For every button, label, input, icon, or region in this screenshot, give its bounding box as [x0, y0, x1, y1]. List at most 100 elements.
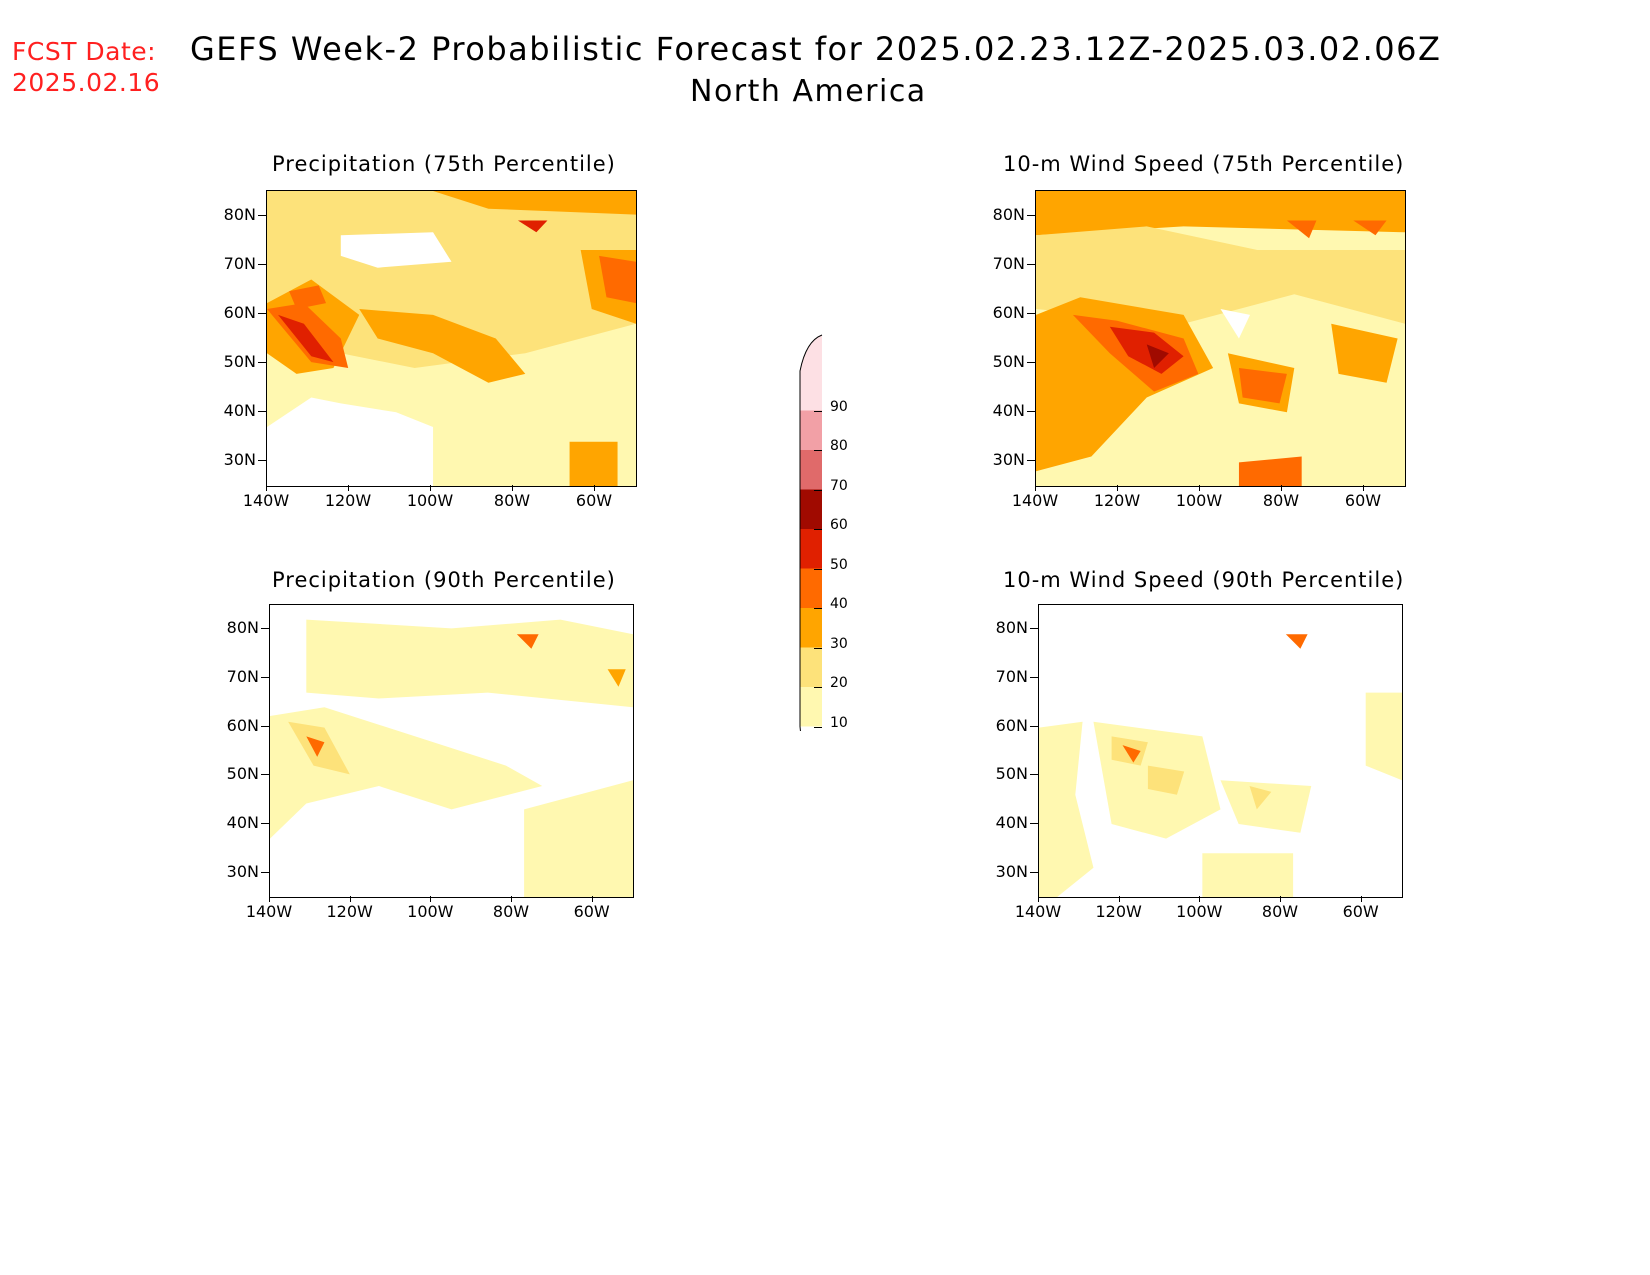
lon-label: 60W: [1342, 902, 1379, 921]
lon-label: 80W: [492, 902, 530, 921]
coastline: [1184, 640, 1242, 669]
coastline: [343, 658, 408, 681]
shaded-probability-region: [1249, 786, 1272, 810]
coastline: [1148, 707, 1206, 742]
legend-label: 80: [830, 438, 848, 454]
lat-label: 40N: [223, 401, 256, 421]
forecast-date-label: FCST Date:: [12, 37, 157, 66]
lat-label: 30N: [223, 450, 256, 470]
lat-tick: [258, 362, 266, 364]
legend-tick: [814, 529, 822, 530]
lon-tick: [594, 485, 595, 491]
coastline: [1250, 780, 1286, 809]
lat-label: 70N: [226, 667, 259, 686]
shaded-probability-region: [359, 309, 526, 383]
lat-label: 40N: [992, 401, 1025, 421]
coastline: [415, 640, 473, 669]
legend-tick: [814, 450, 822, 451]
legend-swatch: [800, 687, 822, 727]
shaded-probability-region: [1036, 226, 1405, 324]
legend-bar-outline: [799, 334, 823, 731]
lon-tick: [1035, 485, 1036, 491]
legend-swatch: [800, 568, 822, 608]
map-precip-75: [266, 190, 637, 487]
panel-title-wind-90: 10-m Wind Speed (90th Percentile): [1003, 568, 1405, 592]
lat-label: 50N: [226, 764, 259, 784]
coastline: [1239, 620, 1322, 670]
shaded-probability-region: [278, 314, 334, 363]
shaded-probability-region: [267, 397, 434, 486]
lat-label: 40N: [995, 813, 1028, 832]
lat-label: 50N: [223, 352, 256, 372]
lon-label: 140W: [242, 491, 290, 510]
legend-tick: [814, 726, 822, 728]
lat-label: 40N: [226, 813, 259, 832]
coastline: [531, 611, 633, 617]
lat-tick: [1030, 628, 1038, 630]
lat-label: 80N: [995, 618, 1028, 638]
coastline: [1221, 265, 1295, 345]
legend-tick: [814, 608, 822, 609]
coastline: [1202, 868, 1278, 897]
coastline: [433, 868, 509, 897]
shaded-probability-region: [1122, 745, 1141, 763]
lat-label: 70N: [223, 253, 256, 273]
lon-label: 120W: [324, 491, 372, 510]
lon-label: 100W: [407, 902, 454, 921]
coastline: [1300, 611, 1402, 617]
map-precip-90: [269, 604, 634, 898]
coastline: [470, 620, 553, 670]
lon-tick: [1360, 896, 1362, 902]
lon-label: 140W: [1014, 902, 1062, 921]
lat-label: 30N: [226, 861, 259, 881]
legend-swatch: [800, 371, 822, 411]
legend-tick: [814, 568, 822, 570]
lon-tick: [511, 896, 512, 902]
lat-tick: [1030, 774, 1038, 776]
legend-label: 50: [830, 556, 848, 573]
shaded-probability-region: [607, 669, 626, 687]
legend-label: 40: [830, 596, 848, 612]
map-canvas: [270, 605, 633, 897]
lat-tick: [261, 871, 269, 873]
legend-label: 30: [830, 635, 848, 652]
lon-tick: [348, 485, 349, 491]
coastline: [1280, 324, 1405, 486]
coastline: [1036, 315, 1154, 486]
coastline: [481, 368, 518, 398]
shaded-probability-region: [1202, 853, 1294, 897]
lon-tick: [1117, 485, 1118, 491]
lon-label: 80W: [493, 491, 531, 510]
panel-title-wind-75: 10-m Wind Speed (75th Percentile): [1003, 152, 1405, 176]
shaded-probability-region: [306, 736, 325, 757]
panel-title-precip-75: Precipitation (75th Percentile): [272, 152, 616, 176]
lat-tick: [258, 411, 266, 413]
lat-label: 80N: [223, 204, 256, 224]
forecast-date-block: FCST Date: 2025.02.16: [12, 36, 160, 98]
lon-tick: [512, 485, 513, 491]
legend-swatch: [800, 608, 822, 648]
coastline: [1147, 294, 1206, 329]
lat-tick: [261, 774, 269, 776]
lat-label: 70N: [995, 667, 1028, 686]
lon-label: 80W: [1262, 491, 1300, 510]
coastline: [341, 244, 407, 268]
shaded-probability-region: [569, 441, 618, 486]
map-canvas: [1039, 605, 1402, 897]
coastline: [1348, 678, 1395, 722]
coastline: [510, 736, 633, 897]
legend-label: 20: [830, 675, 848, 691]
legend-swatch: [800, 647, 822, 687]
coastline: [379, 707, 437, 742]
shaded-probability-region: [289, 285, 327, 309]
legend-tick: [814, 410, 822, 412]
legend-tick: [814, 647, 822, 649]
map-wind-90: [1038, 604, 1403, 898]
coastline: [1221, 678, 1294, 757]
lon-tick: [1281, 485, 1282, 491]
shaded-probability-region: [1147, 765, 1185, 795]
legend-label: 10: [830, 714, 848, 731]
shaded-probability-region: [1353, 220, 1387, 236]
shaded-probability-region: [1220, 780, 1312, 833]
panel-title-precip-90: Precipitation (90th Percentile): [272, 568, 616, 592]
